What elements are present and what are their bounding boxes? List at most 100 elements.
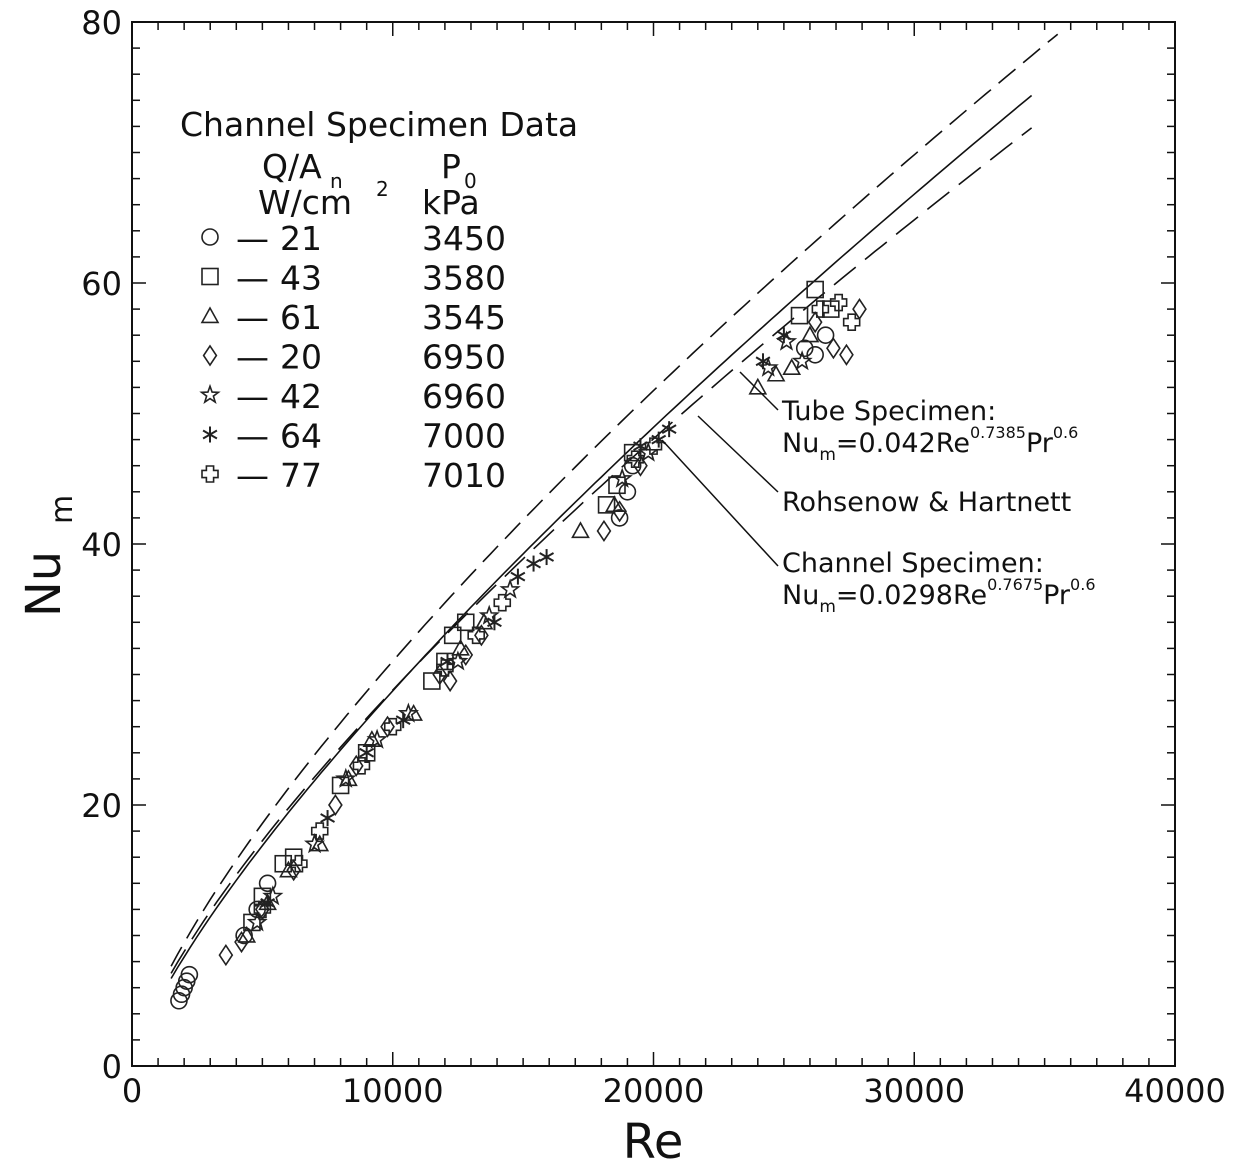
data-points	[170, 280, 867, 1010]
y-axis-label: Nu m	[16, 495, 80, 617]
svg-text:Tube Specimen:: Tube Specimen:	[781, 396, 996, 427]
svg-text:Num=0.0298Re0.7675Pr0.6: Num=0.0298Re0.7675Pr0.6	[782, 575, 1096, 617]
tube-curve	[170, 33, 1059, 967]
triangle-marker	[571, 521, 590, 539]
legend-row: — 77 7010	[201, 456, 506, 495]
legend-q-value: 42	[280, 377, 322, 416]
legend-p-value: 3545	[422, 298, 506, 337]
star-marker	[199, 383, 221, 405]
svg-text:m: m	[45, 495, 80, 524]
diamond-marker	[286, 859, 302, 882]
legend-dash: —	[236, 338, 269, 377]
legend-dash: —	[236, 456, 269, 495]
y-tick-label: 0	[102, 1048, 122, 1086]
legend-p-value: 7010	[422, 456, 506, 495]
star-marker	[791, 350, 813, 371]
legend-p-value: 3580	[422, 259, 506, 298]
legend-dash: —	[236, 259, 269, 298]
legend-col1-units-sup: 2	[376, 177, 389, 201]
star-marker	[335, 767, 357, 788]
cross-marker	[467, 626, 485, 645]
diamond-marker	[807, 311, 823, 334]
y-tick-label: 40	[81, 526, 122, 564]
axis-ticks	[131, 21, 1176, 1067]
cross-marker	[436, 659, 454, 677]
x-tick-label: 30000	[863, 1072, 965, 1110]
legend-q-value: 61	[280, 298, 322, 337]
triangle-marker	[200, 306, 220, 324]
annotation-tube: Tube Specimen: Num=0.042Re0.7385Pr0.6	[781, 396, 1078, 465]
circle-marker	[806, 345, 824, 364]
annotation-leaders	[661, 371, 779, 567]
diamond-marker	[328, 793, 343, 817]
cross-marker	[811, 300, 830, 318]
asterisk-marker	[755, 353, 771, 370]
legend-rows: — 21 3450 — 43 3580 — 61 3545 — 20 6950 — 42 6960 — 64 70…	[199, 219, 506, 495]
diamond-marker	[826, 337, 841, 360]
asterisk-marker	[526, 555, 541, 572]
legend-dash: —	[236, 377, 269, 416]
svg-text:Num=0.042Re0.7385Pr0.6: Num=0.042Re0.7385Pr0.6	[782, 423, 1078, 465]
circle-marker	[180, 965, 199, 984]
square-marker	[790, 306, 809, 325]
x-tick-label: 40000	[1124, 1072, 1226, 1110]
svg-text:Channel Specimen:: Channel Specimen:	[782, 548, 1044, 579]
square-marker	[608, 476, 626, 495]
star-marker	[611, 467, 633, 488]
triangle-marker	[800, 325, 820, 343]
legend-row: — 43 3580	[201, 259, 506, 298]
asterisk-marker	[202, 426, 218, 443]
diamond-marker	[348, 754, 364, 777]
circle-marker	[816, 326, 835, 345]
triangle-marker	[279, 860, 298, 878]
star-marker	[246, 911, 268, 932]
diamond-marker	[202, 344, 218, 367]
legend-col1-header-sub: n	[330, 169, 343, 193]
legend-dash: —	[236, 219, 269, 258]
legend-col2-header-sub: 0	[464, 169, 477, 193]
square-marker	[806, 280, 824, 299]
asterisk-marker	[359, 744, 375, 761]
cross-marker	[201, 465, 219, 483]
legend-row: — 20 6950	[202, 338, 506, 377]
diamond-marker	[633, 454, 648, 477]
legend-row: — 64 7000	[202, 417, 506, 456]
legend-col2-header: P	[441, 147, 461, 186]
circle-marker	[795, 339, 814, 358]
legend-row: — 61 3545	[200, 298, 506, 337]
cross-marker	[253, 900, 272, 919]
star-marker	[637, 441, 659, 462]
legend-title: Channel Specimen Data	[180, 105, 578, 144]
asterisk-marker	[510, 568, 526, 585]
x-axis-label: Re	[623, 1114, 684, 1169]
diamond-marker	[218, 944, 234, 967]
channel-curve	[170, 94, 1033, 979]
asterisk-marker	[661, 421, 677, 438]
legend-q-value: 21	[280, 219, 322, 258]
svg-text:Nu: Nu	[16, 551, 72, 617]
asterisk-marker	[776, 327, 792, 344]
diamond-marker	[458, 643, 474, 666]
diamond-marker	[596, 519, 612, 542]
legend-q-value: 20	[280, 338, 322, 377]
cross-marker	[493, 593, 512, 612]
diamond-marker	[442, 669, 458, 693]
star-marker	[366, 728, 388, 749]
leader-line-0	[739, 371, 779, 411]
square-marker	[443, 626, 462, 645]
leader-line-2	[661, 439, 779, 567]
cross-marker	[644, 437, 663, 455]
legend-col2-units: kPa	[422, 183, 480, 222]
legend-dash: —	[236, 417, 269, 456]
star-marker	[499, 578, 521, 599]
cross-marker	[383, 717, 402, 736]
cross-marker	[290, 854, 308, 873]
rohsenow-curve	[170, 127, 1033, 974]
leader-line-1	[697, 415, 779, 493]
x-tick-label: 0	[122, 1072, 142, 1110]
star-marker	[775, 330, 798, 351]
legend-q-value: 64	[280, 417, 322, 456]
legend-dash: —	[236, 298, 269, 337]
